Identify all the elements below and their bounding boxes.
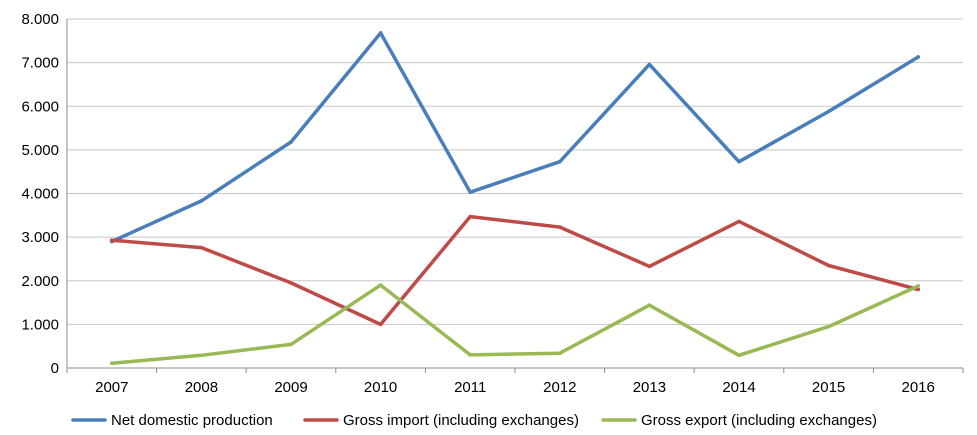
data-point bbox=[378, 31, 383, 35]
data-point bbox=[737, 353, 741, 358]
legend-label-1: Net domestic production bbox=[111, 412, 273, 429]
data-point bbox=[558, 225, 562, 229]
data-point bbox=[468, 190, 473, 194]
data-point bbox=[289, 281, 293, 285]
data-point bbox=[289, 342, 293, 347]
data-point bbox=[647, 264, 652, 269]
y-tick-label: 0 bbox=[51, 360, 59, 377]
x-tick-label: 2013 bbox=[633, 379, 666, 396]
data-point bbox=[826, 324, 831, 329]
x-tick-label: 2014 bbox=[722, 379, 755, 396]
data-point bbox=[647, 303, 652, 307]
legend-label-2: Gross import (including exchanges) bbox=[343, 412, 579, 429]
data-point bbox=[558, 351, 562, 355]
data-point bbox=[378, 283, 383, 287]
data-point bbox=[199, 199, 204, 203]
series-lines bbox=[110, 31, 920, 366]
y-tick-label: 6.000 bbox=[21, 98, 59, 115]
data-point bbox=[647, 62, 652, 67]
data-point bbox=[378, 322, 383, 327]
x-tick-label: 2016 bbox=[902, 379, 935, 396]
x-tick-label: 2010 bbox=[364, 379, 397, 396]
x-tick-label: 2012 bbox=[543, 379, 576, 396]
y-tick-label: 4.000 bbox=[21, 186, 59, 203]
series-line-1 bbox=[110, 31, 920, 244]
data-point bbox=[737, 219, 741, 224]
tick-labels: 0 1.000 2.000 3.000 4.000 5.000 6.000 7.000 8.00… bbox=[21, 11, 934, 396]
series-line-3 bbox=[110, 283, 920, 365]
data-point bbox=[916, 284, 920, 288]
legend: Net domestic production Gross import (inc… bbox=[71, 412, 877, 429]
data-point bbox=[737, 159, 741, 164]
y-tick-label: 1.000 bbox=[21, 316, 59, 333]
data-point bbox=[826, 263, 831, 268]
x-tick-label: 2011 bbox=[454, 379, 486, 396]
data-point bbox=[110, 238, 114, 242]
data-point bbox=[468, 353, 473, 357]
axes bbox=[66, 19, 964, 373]
data-point bbox=[199, 353, 204, 358]
x-tick-label: 2008 bbox=[185, 379, 218, 396]
y-tick-label: 2.000 bbox=[21, 273, 59, 290]
series-line-2 bbox=[110, 214, 920, 327]
data-point bbox=[916, 55, 920, 59]
y-tick-label: 3.000 bbox=[21, 229, 59, 246]
gridlines bbox=[67, 18, 963, 325]
data-point bbox=[558, 159, 562, 164]
data-point bbox=[468, 214, 473, 219]
data-point bbox=[199, 245, 204, 250]
legend-label-3: Gross export (including exchanges) bbox=[641, 412, 877, 429]
y-tick-label: 7.000 bbox=[21, 55, 59, 72]
data-point bbox=[110, 361, 114, 366]
data-point bbox=[916, 287, 920, 292]
y-tick-label: 5.000 bbox=[21, 142, 59, 159]
y-tick-label: 8.000 bbox=[21, 11, 59, 28]
data-point bbox=[826, 109, 831, 114]
data-point bbox=[289, 140, 293, 144]
x-tick-label: 2015 bbox=[812, 379, 845, 396]
x-tick-label: 2009 bbox=[274, 379, 307, 396]
x-tick-label: 2007 bbox=[95, 379, 128, 396]
